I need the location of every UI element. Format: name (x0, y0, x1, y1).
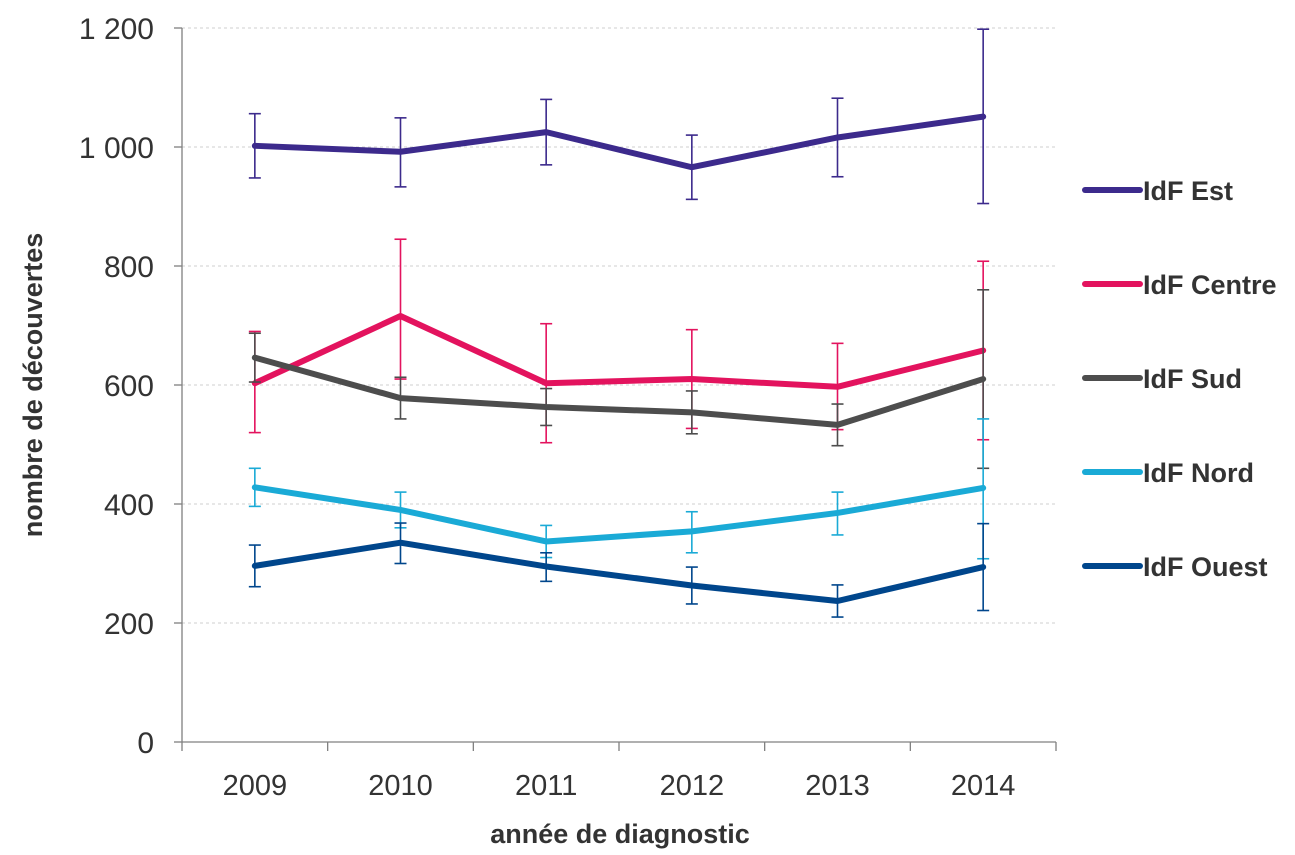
x-tick-label: 2011 (515, 770, 577, 802)
legend-item: IdF Ouest (1082, 552, 1268, 582)
series-line (251, 354, 987, 428)
legend-item: IdF Nord (1082, 458, 1254, 488)
legend-label: IdF Centre (1143, 270, 1277, 300)
series-idf-est (248, 28, 990, 205)
series-group (248, 28, 990, 618)
y-tick-labels: 0 200 400 600 800 1 000 1 200 (79, 13, 154, 760)
series-line (251, 539, 987, 604)
series-line (251, 484, 987, 545)
legend-label: IdF Ouest (1143, 552, 1268, 582)
x-tick-label: 2009 (223, 770, 288, 802)
legend-label: IdF Nord (1143, 458, 1254, 488)
x-tick-label: 2010 (368, 770, 433, 802)
gridlines (182, 27, 1056, 624)
y-tick-label: 1 000 (79, 132, 154, 165)
legend: IdF Est IdF Centre IdF Sud IdF Nord IdF Oues… (1082, 176, 1277, 582)
x-tick-label: 2012 (660, 770, 725, 802)
series-idf-ouest (248, 522, 990, 618)
y-tick-label: 400 (104, 489, 154, 522)
y-tick-label: 800 (104, 251, 154, 284)
y-axis-title: nombre de découvertes (18, 233, 48, 538)
x-axis-title: année de diagnostic (490, 819, 750, 849)
legend-item: IdF Est (1082, 176, 1233, 206)
x-tick-label: 2013 (805, 770, 870, 802)
x-tick-label: 2014 (951, 770, 1016, 802)
legend-item: IdF Centre (1082, 270, 1277, 300)
y-tick-label: 1 200 (79, 13, 154, 46)
x-tick-labels: 2009 2010 2011 2012 2013 2014 (223, 770, 1016, 802)
series-idf-nord (248, 418, 990, 560)
y-tick-label: 600 (104, 370, 154, 403)
legend-label: IdF Est (1143, 176, 1233, 206)
series-line (251, 312, 987, 390)
axes (174, 27, 1057, 751)
y-tick-label: 200 (104, 608, 154, 641)
legend-label: IdF Sud (1143, 364, 1242, 394)
y-tick-label: 0 (137, 727, 154, 760)
legend-item: IdF Sud (1082, 364, 1242, 394)
series-line (251, 113, 987, 171)
